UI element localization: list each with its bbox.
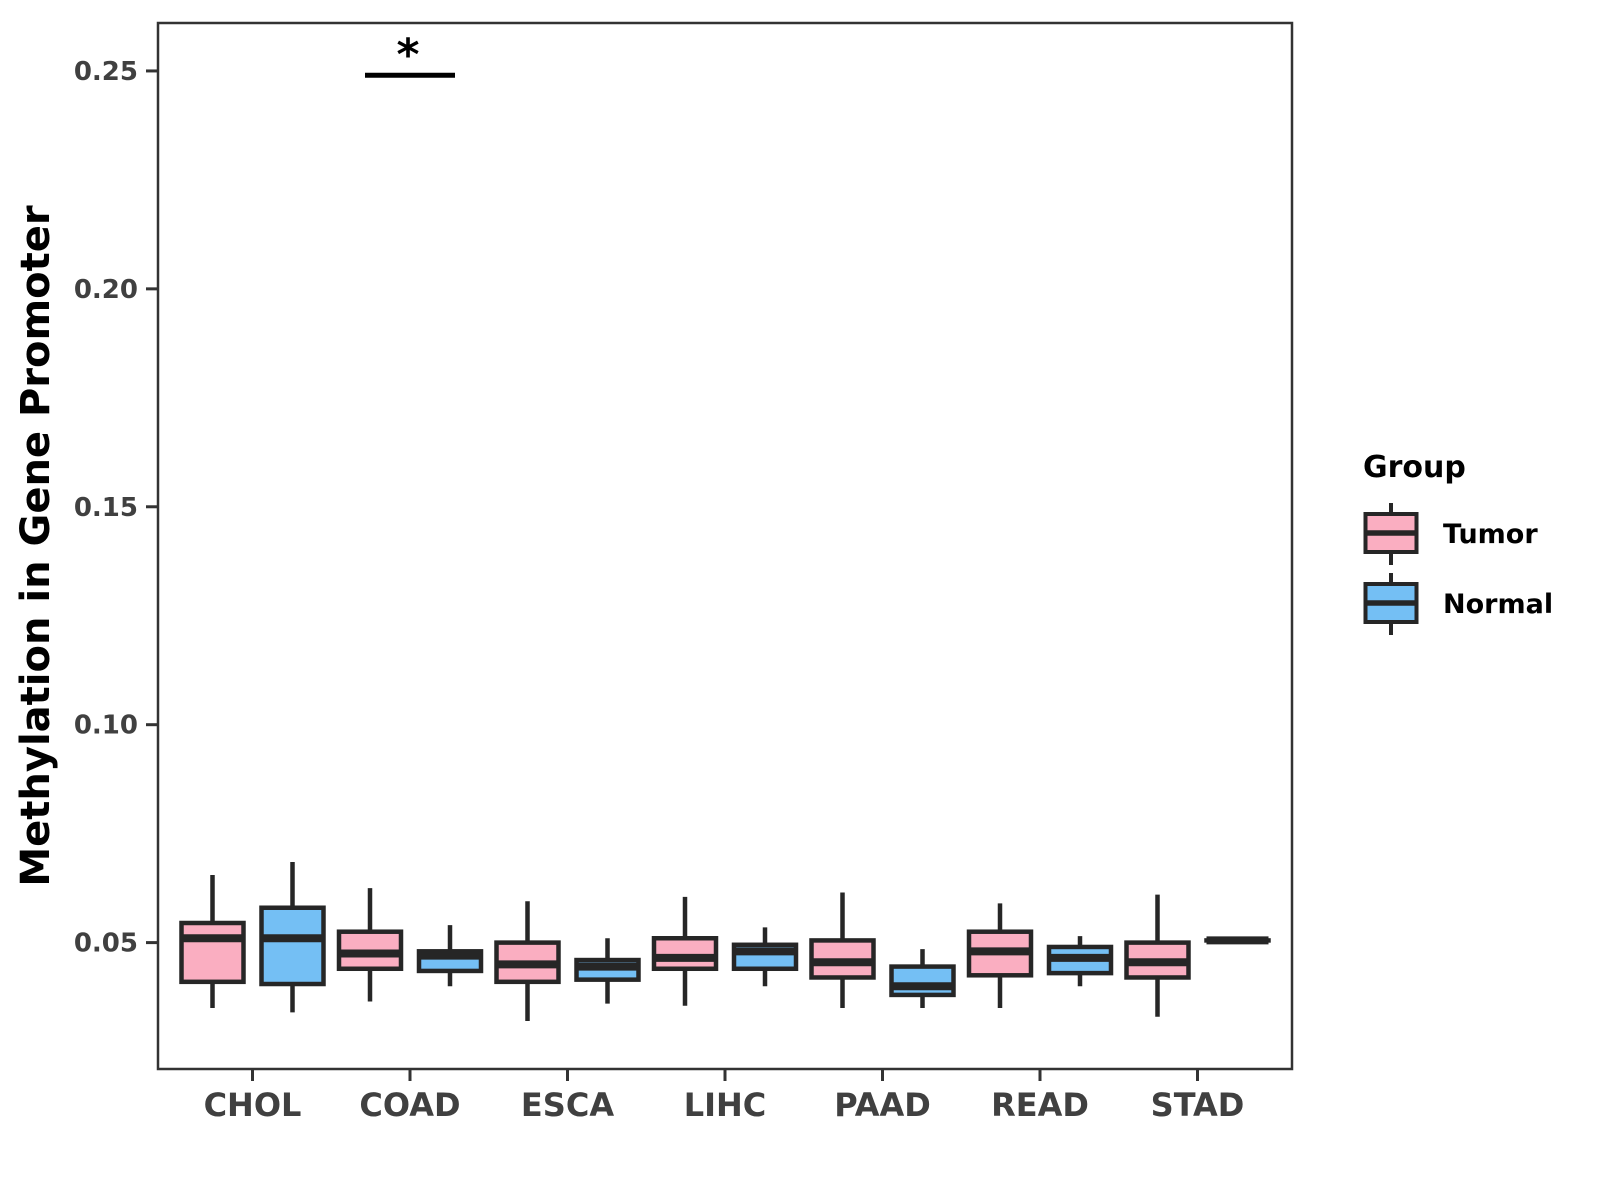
box-tumor-esca <box>494 901 561 1022</box>
y-tick-label: 0.05 <box>74 929 138 959</box>
y-tick-label: 0.25 <box>74 57 138 87</box>
x-tick-label: ESCA <box>521 1086 614 1124</box>
box-normal-lihc <box>731 927 799 987</box>
x-tick-label: STAD <box>1151 1086 1245 1124</box>
box-normal-read <box>1046 936 1114 987</box>
legend-label-normal: Normal <box>1443 588 1554 620</box>
box-normal-esca <box>574 938 641 1004</box>
y-tick-label: 0.15 <box>74 493 138 523</box>
box-tumor-lihc <box>651 896 719 1006</box>
box-tumor-paad <box>809 892 876 1008</box>
tumor-boxplot-key-icon <box>1363 503 1419 565</box>
panel-border <box>156 21 1294 1071</box>
x-tick-label: LIHC <box>684 1086 767 1124</box>
normal-boxplot-key-icon <box>1363 573 1419 635</box>
x-tick-label: READ <box>991 1086 1089 1124</box>
box-normal-paad <box>889 949 956 1008</box>
y-axis-title: Methylation in Gene Promoter <box>13 205 59 887</box>
legend-entry-tumor: Tumor <box>1363 501 1593 567</box>
x-tick-label: PAAD <box>834 1086 931 1124</box>
y-tick-label: 0.10 <box>74 711 138 741</box>
y-tick-label: 0.20 <box>74 275 138 305</box>
legend-entry-normal: Normal <box>1363 571 1593 637</box>
box-normal-chol <box>259 861 326 1013</box>
legend: Group Tumor Normal <box>1363 450 1593 641</box>
x-tick-label: COAD <box>359 1086 460 1124</box>
box-tumor-read <box>966 903 1034 1008</box>
x-tick-label: CHOL <box>204 1086 302 1124</box>
legend-title: Group <box>1363 450 1466 485</box>
box-tumor-stad <box>1124 894 1191 1017</box>
significance-star: * <box>396 29 419 80</box>
box-normal-coad <box>416 925 484 987</box>
box-tumor-chol <box>179 875 246 1008</box>
legend-label-tumor: Tumor <box>1443 518 1538 550</box>
box-tumor-coad <box>336 888 404 1002</box>
